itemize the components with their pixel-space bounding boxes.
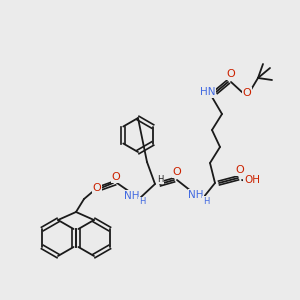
- Text: H: H: [139, 197, 145, 206]
- Text: HN: HN: [200, 87, 216, 97]
- Text: O: O: [93, 183, 101, 193]
- Text: H: H: [157, 175, 163, 184]
- Text: O: O: [243, 88, 251, 98]
- Text: NH: NH: [124, 191, 140, 201]
- Text: O: O: [112, 172, 120, 182]
- Text: O: O: [172, 167, 182, 177]
- Text: H: H: [203, 196, 209, 206]
- Text: OH: OH: [244, 175, 260, 185]
- Text: O: O: [226, 69, 236, 79]
- Text: O: O: [236, 165, 244, 175]
- Text: NH: NH: [188, 190, 204, 200]
